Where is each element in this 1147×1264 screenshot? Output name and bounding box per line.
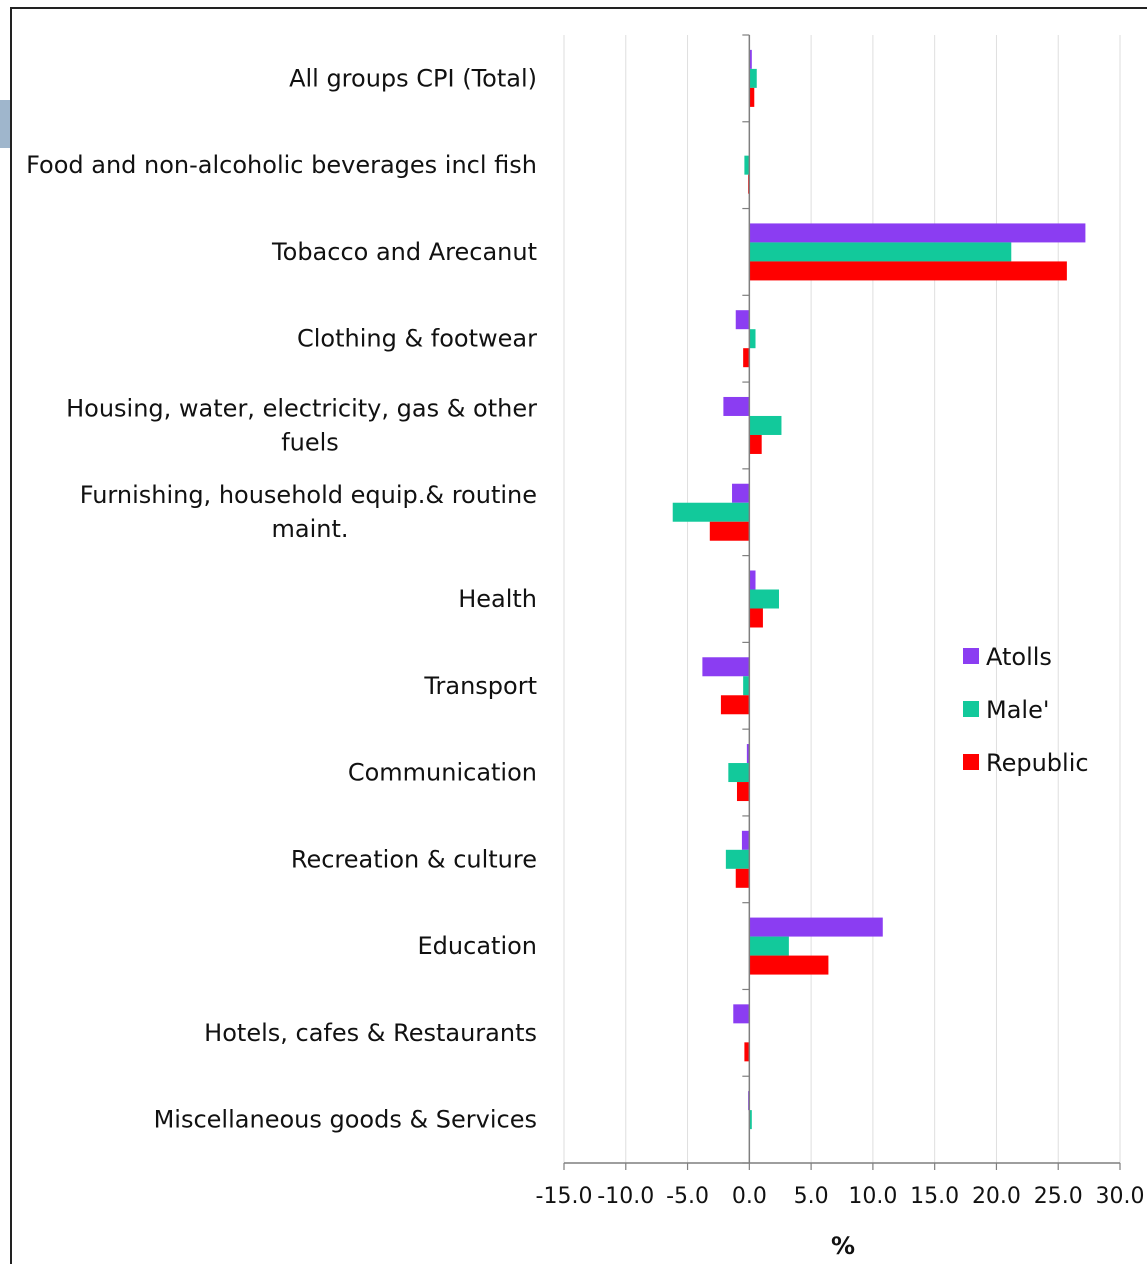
axes (563, 34, 1121, 1170)
category-label: Transport (423, 672, 537, 700)
bar-male (744, 155, 750, 175)
bar-male (728, 763, 750, 783)
bar-male (749, 936, 789, 956)
side-tab-decoration (0, 100, 10, 148)
bar-republic (749, 434, 762, 454)
bar-republic (749, 261, 1067, 281)
x-tick-label: -10.0 (597, 1184, 654, 1209)
category-label: Hotels, cafes & Restaurants (204, 1019, 537, 1047)
legend-swatch (963, 648, 979, 664)
chart-frame (10, 7, 1147, 1264)
bars (672, 49, 1086, 1130)
bar-atolls (733, 1004, 750, 1024)
category-label: Communication (348, 759, 537, 787)
bar-male (749, 68, 757, 88)
bar-atolls (749, 917, 883, 937)
category-label-line: Education (418, 932, 537, 960)
legend-label: Republic (986, 749, 1089, 777)
bar-republic (709, 521, 750, 541)
bar-republic (743, 348, 750, 368)
bar-male (725, 849, 750, 869)
category-label-line: Miscellaneous goods & Services (154, 1106, 537, 1134)
category-label: All groups CPI (Total) (289, 64, 537, 92)
category-label: Tobacco and Arecanut (271, 238, 537, 266)
bar-atolls (702, 657, 750, 677)
bar-atolls (732, 483, 750, 503)
x-tick-label: 20.0 (972, 1184, 1021, 1209)
category-labels: All groups CPI (Total) Food and non-alcoh… (26, 64, 537, 1133)
bar-atolls (741, 830, 750, 850)
legend-swatch (963, 754, 979, 770)
bar-republic (736, 782, 750, 802)
x-tick-label: 15.0 (910, 1184, 959, 1209)
legend-label: Male' (986, 696, 1049, 724)
x-tick-label: 10.0 (848, 1184, 897, 1209)
bar-male (749, 329, 756, 349)
bar-male (749, 242, 1012, 262)
category-label-line: Food and non-alcoholic beverages incl fi… (26, 151, 537, 179)
bar-atolls (749, 49, 752, 69)
bar-atolls (723, 396, 750, 416)
category-label: Miscellaneous goods & Services (154, 1106, 537, 1134)
bar-republic (720, 695, 750, 715)
category-label-line: Hotels, cafes & Restaurants (204, 1019, 537, 1047)
bar-male (743, 676, 750, 696)
x-tick-label: -15.0 (536, 1184, 593, 1209)
category-label: Education (418, 932, 537, 960)
bar-atolls (735, 310, 750, 330)
bar-republic (735, 868, 750, 888)
bar-male (749, 415, 782, 435)
category-label: Recreation & culture (291, 845, 537, 873)
gridlines (563, 35, 1121, 1163)
x-tick-label: -5.0 (666, 1184, 709, 1209)
bar-republic (744, 1042, 750, 1062)
category-label-line: All groups CPI (Total) (289, 64, 537, 92)
category-label: Health (458, 585, 537, 613)
category-label: Clothing & footwear (297, 325, 537, 353)
bar-male (749, 1110, 752, 1130)
legend-label: Atolls (986, 643, 1052, 671)
bar-republic (749, 955, 829, 975)
x-tick-label: 0.0 (732, 1184, 767, 1209)
bar-male (672, 502, 750, 522)
category-label-line: Housing, water, electricity, gas & other (66, 394, 537, 422)
category-label-line: Tobacco and Arecanut (271, 238, 537, 266)
x-tick-label: 25.0 (1034, 1184, 1083, 1209)
bar-atolls (749, 570, 756, 590)
category-label-line: Communication (348, 759, 537, 787)
bar-male (749, 589, 779, 609)
category-label-line: fuels (281, 428, 339, 456)
category-label-line: Recreation & culture (291, 845, 537, 873)
category-label-line: Furnishing, household equip.& routine (80, 481, 537, 509)
category-label-line: Clothing & footwear (297, 325, 537, 353)
legend-swatch (963, 701, 979, 717)
bar-atolls (746, 744, 750, 764)
x-axis-title: % (831, 1232, 855, 1260)
bar-republic (749, 608, 763, 628)
bar-atolls (749, 223, 1086, 243)
bar-republic (749, 87, 755, 107)
category-label: Food and non-alcoholic beverages incl fi… (26, 151, 537, 179)
category-label-line: Transport (423, 672, 537, 700)
category-label: Furnishing, household equip.& routine mai… (80, 481, 537, 543)
category-label: Housing, water, electricity, gas & other… (66, 394, 537, 456)
category-label-line: Health (458, 585, 537, 613)
x-tick-label: 5.0 (794, 1184, 829, 1209)
x-tick-label: 30.0 (1096, 1184, 1145, 1209)
legend: Atolls Male' Republic (963, 643, 1089, 777)
x-tick-labels: -15.0 -10.0 -5.0 0.0 5.0 10.0 15.0 20.0 25.0 30.0 (536, 1184, 1145, 1209)
category-label-line: maint. (271, 515, 348, 543)
